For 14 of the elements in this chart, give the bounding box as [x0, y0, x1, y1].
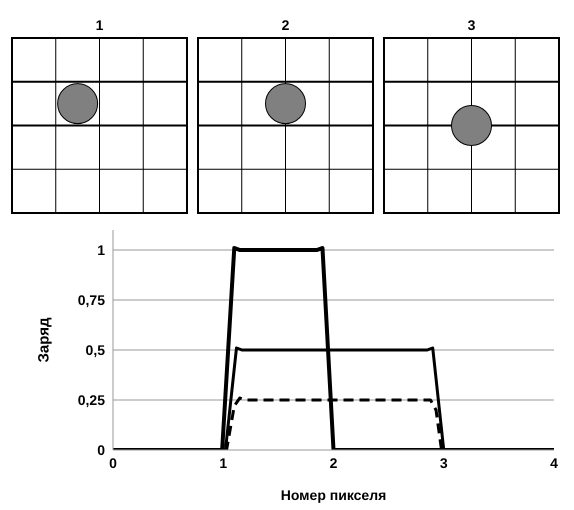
y-tick-label: 1 [97, 242, 106, 258]
y-tick-label: 0,25 [78, 392, 106, 408]
x-tick-label: 2 [330, 454, 338, 471]
x-axis-title: Номер пикселя [280, 487, 386, 503]
y-axis-title: Заряд [35, 317, 52, 362]
x-tick-label: 1 [219, 454, 228, 471]
y-tick-label: 0,5 [86, 342, 106, 358]
y-tick-label: 0 [97, 442, 106, 458]
y-tick-label: 0,75 [78, 292, 106, 308]
x-tick-label: 0 [109, 454, 118, 471]
text: 2 [282, 17, 290, 33]
x-tick-label: 3 [440, 454, 448, 471]
text: 3 [468, 17, 476, 33]
x-tick-label: 4 [550, 454, 558, 471]
